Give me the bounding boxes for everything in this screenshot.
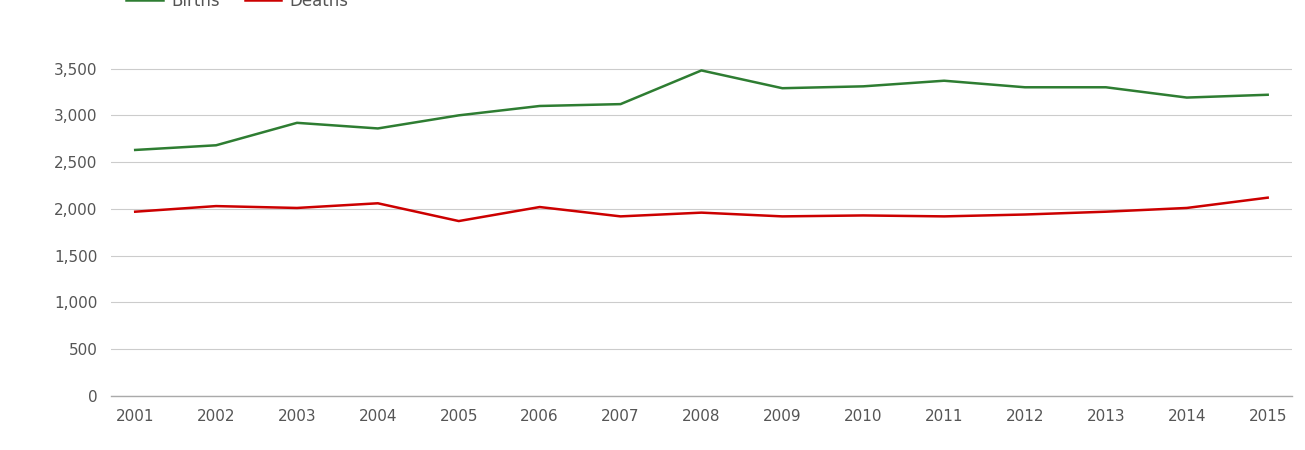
Deaths (613, 214, 629, 219)
Births (128, 147, 144, 153)
Deaths (209, 203, 224, 209)
Births (371, 126, 386, 131)
Deaths (1017, 212, 1032, 217)
Births (1178, 95, 1194, 100)
Deaths (774, 214, 790, 219)
Deaths (452, 218, 467, 224)
Deaths (693, 210, 709, 216)
Deaths (1098, 209, 1113, 214)
Births (209, 143, 224, 148)
Deaths (371, 201, 386, 206)
Births (774, 86, 790, 91)
Deaths (128, 209, 144, 214)
Deaths (532, 204, 548, 210)
Deaths (1259, 195, 1275, 200)
Births (613, 101, 629, 107)
Births (855, 84, 870, 89)
Births (936, 78, 951, 83)
Births (1017, 85, 1032, 90)
Line: Births: Births (136, 71, 1267, 150)
Deaths (855, 213, 870, 218)
Births (1098, 85, 1113, 90)
Births (693, 68, 709, 73)
Births (1259, 92, 1275, 98)
Births (452, 112, 467, 118)
Births (290, 120, 305, 126)
Births (532, 104, 548, 109)
Deaths (936, 214, 951, 219)
Deaths (1178, 205, 1194, 211)
Deaths (290, 205, 305, 211)
Line: Deaths: Deaths (136, 198, 1267, 221)
Legend: Births, Deaths: Births, Deaths (119, 0, 355, 16)
